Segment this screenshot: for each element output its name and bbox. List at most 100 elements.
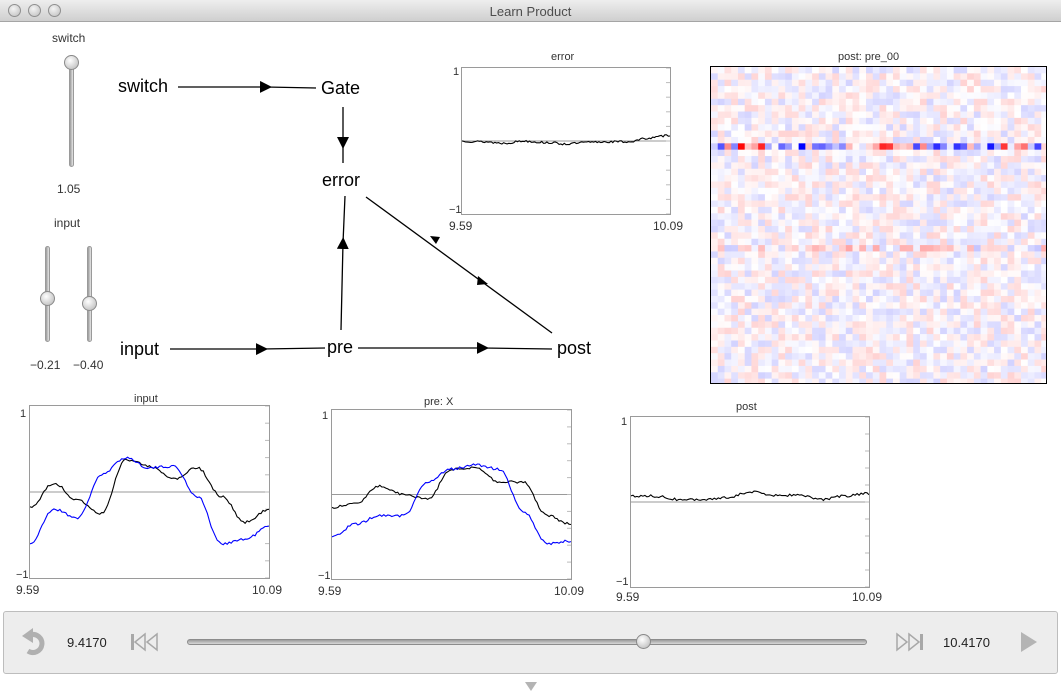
input-slider-1-knob[interactable]: [82, 296, 97, 311]
heatmap-cell: [913, 283, 921, 290]
heatmap-cell: [926, 308, 934, 316]
node-error[interactable]: error: [322, 170, 361, 190]
skip-back-icon[interactable]: [129, 631, 161, 653]
heatmap-cell: [805, 156, 813, 163]
heatmap-cell: [886, 98, 894, 106]
heatmap-cell: [771, 238, 779, 246]
undo-arrow-icon[interactable]: [20, 627, 48, 657]
heatmap-cell: [1034, 270, 1042, 278]
heatmap-cell: [825, 295, 833, 303]
heatmap-cell: [825, 156, 833, 163]
heatmap-cell: [717, 346, 725, 354]
heatmap-cell: [785, 257, 793, 265]
heatmap-cell: [744, 105, 752, 112]
heatmap-cell: [960, 168, 968, 176]
heatmap-cell: [973, 86, 981, 93]
weights-heatmap[interactable]: [710, 66, 1047, 384]
post-plot[interactable]: [630, 416, 870, 588]
heatmap-cell: [899, 181, 907, 189]
heatmap-cell: [778, 105, 786, 112]
heatmap-cell: [845, 117, 853, 125]
heatmap-cell: [812, 346, 820, 354]
triangle-down-icon[interactable]: [524, 680, 538, 692]
heatmap-cell: [852, 67, 860, 74]
heatmap-cell: [1014, 334, 1022, 341]
heatmap-cell: [973, 162, 981, 170]
input-slider-0-knob[interactable]: [40, 291, 55, 306]
switch-slider-knob[interactable]: [64, 55, 79, 70]
error-plot[interactable]: [461, 67, 671, 215]
node-input[interactable]: input: [120, 339, 160, 359]
node-gate[interactable]: Gate: [321, 78, 361, 98]
heatmap-cell: [1000, 156, 1008, 163]
heatmap-cell: [940, 238, 948, 246]
heatmap-cell: [717, 136, 725, 144]
heatmap-cell: [953, 98, 961, 106]
heatmap-cell: [818, 308, 826, 316]
heatmap-cell: [711, 98, 719, 106]
heatmap-cell: [892, 327, 901, 335]
heatmap-cell: [926, 111, 934, 119]
heatmap-cell: [1007, 92, 1015, 100]
heatmap-cell: [845, 162, 853, 170]
heatmap-cell: [791, 206, 799, 214]
heatmap-cell: [764, 194, 772, 201]
heatmap-cell: [798, 283, 806, 290]
zoom-window-button[interactable]: [48, 4, 61, 17]
close-window-button[interactable]: [8, 4, 21, 17]
heatmap-cell: [839, 206, 847, 214]
heatmap-cell: [960, 79, 968, 87]
heatmap-cell: [724, 111, 732, 119]
heatmap-cell: [892, 232, 901, 240]
pre-plot[interactable]: [331, 409, 572, 580]
heatmap-cell: [980, 213, 988, 220]
heatmap-cell: [906, 67, 914, 74]
skip-forward-icon[interactable]: [893, 631, 925, 653]
heatmap-cell: [980, 98, 988, 106]
heatmap-cell: [724, 276, 732, 284]
heatmap-cell: [771, 340, 779, 348]
heatmap-cell: [913, 143, 921, 150]
node-post[interactable]: post: [557, 338, 592, 358]
heatmap-cell: [717, 181, 725, 189]
heatmap-cell: [711, 283, 719, 290]
heatmap-cell: [758, 295, 766, 303]
heatmap-cell: [919, 79, 927, 87]
heatmap-cell: [987, 175, 995, 182]
heatmap-cell: [812, 264, 820, 271]
heatmap-cell: [832, 251, 840, 259]
heatmap-cell: [1000, 79, 1008, 87]
heatmap-cell: [872, 378, 880, 383]
heatmap-cell: [960, 200, 968, 208]
series-line-1: [30, 456, 269, 546]
timeline-track[interactable]: [187, 639, 867, 645]
heatmap-cell: [1007, 79, 1015, 87]
heatmap-cell: [1021, 206, 1029, 214]
minimize-window-button[interactable]: [28, 4, 41, 17]
heatmap-cell: [845, 213, 853, 220]
heatmap-cell: [825, 117, 833, 125]
heatmap-cell: [892, 67, 901, 74]
heatmap-cell: [899, 168, 907, 176]
heatmap-cell: [711, 175, 719, 182]
timeline-knob[interactable]: [635, 634, 651, 649]
heatmap-cell: [1000, 130, 1008, 138]
heatmap-cell: [919, 206, 927, 214]
heatmap-cell: [967, 143, 975, 150]
heatmap-cell: [872, 213, 880, 220]
heatmap-cell: [973, 315, 981, 322]
heatmap-cell: [751, 219, 759, 227]
heatmap-cell: [778, 283, 786, 290]
heatmap-cell: [940, 130, 948, 138]
input-plot[interactable]: [29, 405, 270, 579]
heatmap-cell: [859, 143, 867, 150]
heatmap-cell: [825, 105, 833, 112]
node-switch[interactable]: switch: [118, 76, 169, 96]
input-slider-1-track[interactable]: [87, 246, 92, 342]
heatmap-cell: [987, 276, 995, 284]
node-pre[interactable]: pre: [327, 337, 354, 357]
heatmap-cell: [866, 73, 874, 81]
heatmap-cell: [886, 359, 894, 367]
heatmap-cell: [737, 92, 745, 100]
play-icon[interactable]: [1018, 630, 1040, 654]
